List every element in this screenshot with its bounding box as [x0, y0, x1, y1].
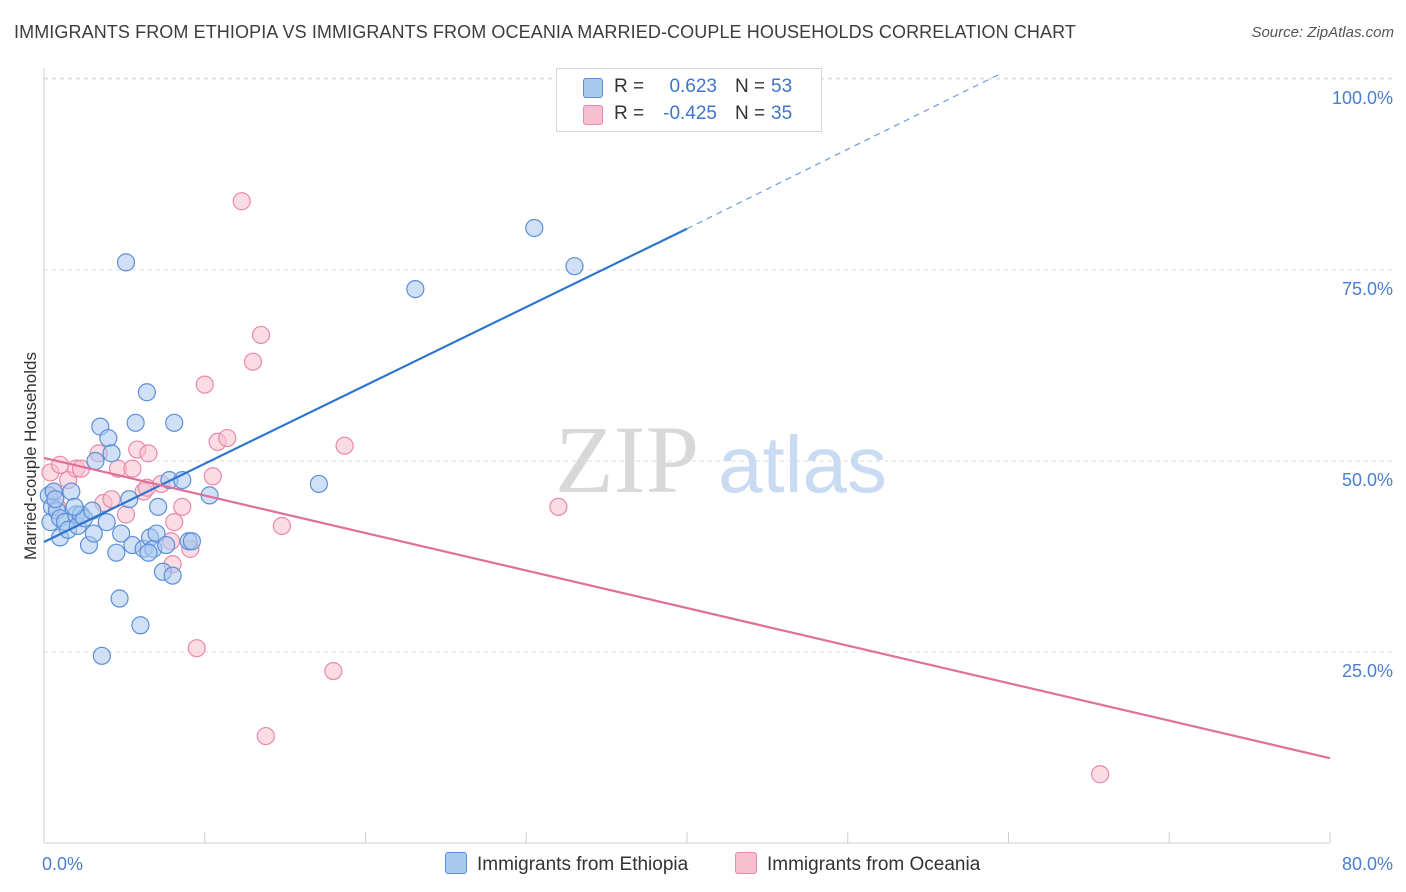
- ethiopia-point: [406, 280, 425, 299]
- ethiopia-point: [110, 589, 129, 608]
- oceania-point: [335, 436, 354, 455]
- correlation-legend: R = 0.623 N = 53 R = -0.425 N = 35: [556, 68, 822, 132]
- ethiopia-point: [86, 451, 105, 471]
- y-tick-label-25: 25.0%: [1342, 661, 1393, 681]
- legend-n-value: 35: [771, 103, 793, 124]
- y-tick-labels: 100.0% 75.0% 50.0% 25.0%: [1332, 88, 1393, 681]
- ethiopia-trendline: [43, 227, 688, 543]
- ethiopia-point: [565, 257, 584, 276]
- ethiopia-point: [116, 253, 136, 272]
- chart-title: IMMIGRANTS FROM ETHIOPIA VS IMMIGRANTS F…: [14, 22, 1076, 42]
- oceania-point: [1091, 765, 1110, 784]
- ethiopia-point: [309, 474, 328, 494]
- ethiopia-point: [46, 490, 65, 509]
- oceania-point: [272, 516, 292, 536]
- ethiopia-point: [165, 413, 184, 432]
- oceania-point: [232, 192, 251, 211]
- oceania-point: [116, 505, 136, 524]
- watermark-atlas: atlas: [718, 420, 887, 509]
- x-tick-label-max: 80.0%: [1342, 854, 1393, 874]
- ethiopia-trendline-extension: [686, 72, 1003, 230]
- ethiopia-point: [62, 482, 81, 501]
- trendlines: [43, 72, 1331, 760]
- bottom-legend-label-ethiopia: Immigrants from Ethiopia: [477, 854, 689, 875]
- oceania-point: [256, 726, 275, 746]
- ethiopia-point: [182, 532, 201, 551]
- bottom-legend-swatch-blue: [445, 852, 467, 874]
- series-ethiopia-points: [39, 218, 584, 665]
- bottom-legend-swatch-pink: [735, 852, 757, 874]
- oceania-point: [203, 467, 222, 486]
- y-tick-label-50: 50.0%: [1342, 470, 1393, 490]
- x-ticks: [204, 832, 1331, 843]
- y-tick-label-100: 100.0%: [1332, 88, 1393, 108]
- oceania-point: [173, 497, 192, 516]
- ethiopia-point: [92, 646, 111, 665]
- watermark-zip: ZIP: [555, 406, 699, 513]
- legend-row-oceania: R = -0.425 N = 35: [557, 101, 821, 127]
- source-credit: Source: ZipAtlas.com: [1251, 24, 1394, 41]
- oceania-point: [165, 513, 184, 532]
- legend-r-value: 0.623: [669, 76, 717, 97]
- ethiopia-point: [149, 497, 168, 516]
- oceania-point: [218, 428, 237, 448]
- legend-r-label: R =: [614, 103, 645, 124]
- oceania-point: [243, 352, 263, 371]
- ethiopia-point: [99, 428, 118, 448]
- oceania-point: [549, 497, 568, 516]
- ethiopia-point: [157, 535, 176, 555]
- oceania-point: [50, 455, 70, 474]
- x-tick-label-min: 0.0%: [42, 854, 83, 874]
- ethiopia-point: [112, 524, 131, 543]
- ethiopia-point: [84, 524, 103, 543]
- legend-row-ethiopia: R = 0.623 N = 53: [557, 74, 821, 100]
- oceania-trendline: [43, 456, 1331, 760]
- legend-n-label: N =: [735, 103, 766, 124]
- oceania-point: [195, 375, 214, 394]
- bottom-legend-ethiopia: Immigrants from Ethiopia: [445, 852, 688, 876]
- legend-swatch-pink: [583, 105, 603, 125]
- oceania-point: [251, 325, 271, 345]
- y-tick-label-75: 75.0%: [1342, 279, 1393, 299]
- oceania-point: [324, 661, 343, 681]
- legend-n-value: 53: [771, 76, 793, 97]
- ethiopia-point: [163, 566, 182, 585]
- watermark: ZIP atlas: [555, 406, 887, 513]
- ethiopia-point: [97, 513, 116, 532]
- legend-swatch-blue: [583, 78, 603, 98]
- ethiopia-point: [126, 413, 145, 432]
- ethiopia-point: [65, 497, 84, 516]
- y-axis-label: Married-couple Households: [21, 352, 40, 560]
- ethiopia-point: [107, 543, 126, 562]
- oceania-point: [139, 444, 158, 463]
- oceania-point: [102, 490, 121, 509]
- legend-r-value: -0.425: [663, 103, 717, 124]
- legend-n-label: N =: [735, 76, 766, 97]
- ethiopia-point: [102, 444, 121, 463]
- bottom-legend-oceania: Immigrants from Oceania: [735, 852, 980, 876]
- bottom-legend-label-oceania: Immigrants from Oceania: [767, 854, 981, 875]
- ethiopia-point: [137, 383, 156, 402]
- ethiopia-point: [120, 490, 139, 509]
- axes: [43, 68, 1331, 844]
- ethiopia-point: [139, 543, 158, 562]
- legend-r-label: R =: [614, 76, 645, 97]
- ethiopia-point: [131, 616, 150, 635]
- ethiopia-point: [525, 218, 544, 238]
- oceania-point: [123, 459, 142, 478]
- oceania-point: [187, 639, 206, 658]
